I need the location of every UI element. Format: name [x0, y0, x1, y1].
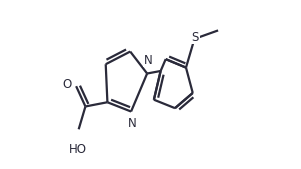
Text: S: S [192, 31, 199, 44]
Text: N: N [128, 117, 136, 130]
Text: HO: HO [69, 143, 87, 156]
Text: N: N [144, 54, 152, 67]
Text: O: O [63, 78, 72, 91]
